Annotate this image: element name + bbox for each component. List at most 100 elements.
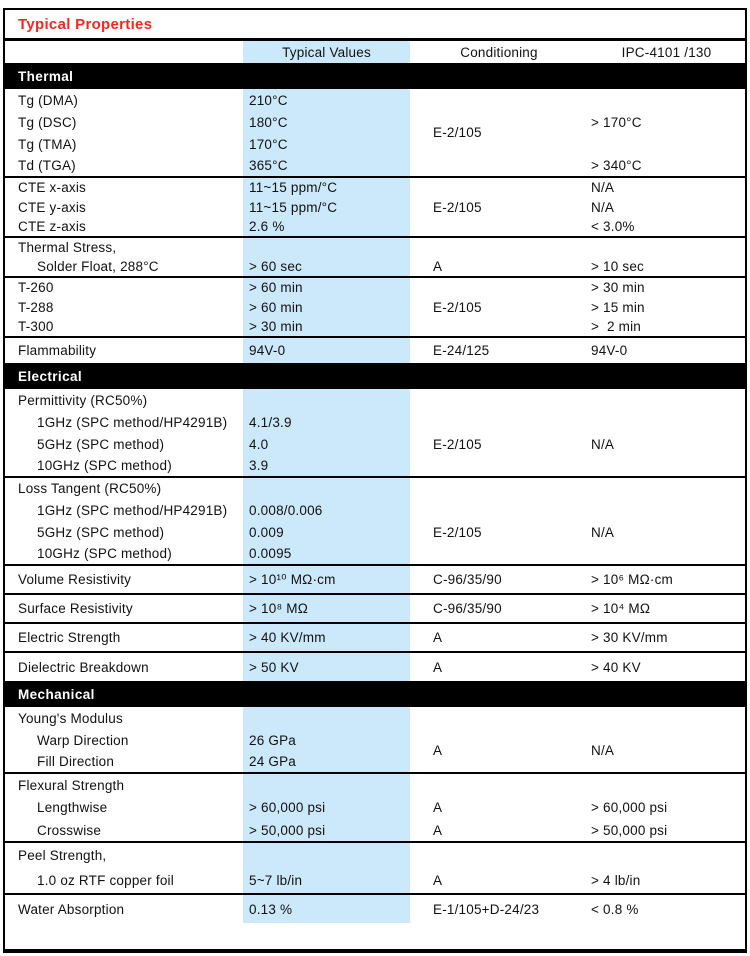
property-group: Young's Modulus Warp Direction 26 GPa A N/A F… (5, 707, 745, 773)
property-cell: T-260 (18, 280, 54, 295)
table-row: T-260 > 60 min E-2/105 > 30 min (5, 277, 745, 315)
typical-value-cell: > 60 min (243, 277, 410, 297)
header-ipc-4101: IPC-4101 /130 (621, 44, 712, 60)
conditioning-cell (410, 543, 588, 565)
property-cell: Electric Strength (18, 630, 121, 645)
table-row: Thermal Stress, (5, 237, 745, 257)
section-header-row: Mechanical (5, 681, 745, 707)
table-row: 5GHz (SPC method) 0.009 E-2/105 N/A (5, 521, 745, 543)
section-header-thermal: Thermal (5, 63, 745, 89)
table-row: Water Absorption 0.13 % E-1/105+D-24/23 < 0… (5, 894, 745, 923)
conditioning-cell: A (433, 630, 443, 645)
ipc-cell (588, 477, 745, 499)
property-cell: CTE z-axis (18, 219, 87, 234)
section-header-electrical: Electrical (5, 363, 745, 389)
table-row: Crosswise > 50,000 psi A > 50,000 psi (5, 819, 745, 842)
header-property (5, 41, 243, 63)
conditioning-cell: A (433, 743, 443, 758)
typical-value-cell: 170°C (243, 133, 410, 155)
typical-value-cell: 3.9 (243, 455, 410, 477)
property-group: CTE x-axis 11~15 ppm/°C E-2/105 N/A CTE y-ax… (5, 177, 745, 237)
property-cell: Permittivity (RC50%) (18, 392, 148, 408)
typical-value-cell: 24 GPa (243, 751, 410, 773)
typical-value-cell: > 50,000 psi (243, 819, 410, 842)
conditioning-cell: A (433, 822, 443, 838)
table-row: Td (TGA) 365°C > 340°C (5, 155, 745, 177)
table-row: T-288 > 60 min > 15 min (5, 297, 745, 317)
property-cell: Loss Tangent (RC50%) (18, 481, 162, 496)
conditioning-cell: E-2/105 (433, 125, 482, 140)
table-row: Volume Resistivity > 10¹⁰ MΩ·cm C-96/35/90… (5, 565, 745, 594)
property-cell: Lengthwise (37, 800, 108, 815)
title-row: Typical Properties (5, 10, 745, 41)
ipc-cell: > 30 KV/mm (591, 630, 668, 645)
ipc-cell (588, 237, 745, 257)
ipc-cell: N/A (591, 524, 615, 540)
ipc-cell (588, 455, 745, 477)
typical-value-cell: > 60 min (243, 297, 410, 317)
typical-value-cell: 5~7 lb/in (243, 868, 410, 894)
table-row: Peel Strength, (5, 842, 745, 868)
typical-value-cell: 0.0095 (243, 543, 410, 565)
typical-value-cell: 94V-0 (243, 337, 410, 363)
ipc-cell: > 2 min (591, 319, 641, 334)
page-title: Typical Properties (18, 15, 153, 33)
ipc-cell: > 4 lb/in (591, 873, 641, 888)
property-cell: Water Absorption (18, 901, 125, 917)
table-row: Flammability 94V-0 E-24/125 94V-0 (5, 337, 745, 363)
typical-value-cell: 11~15 ppm/°C (243, 197, 410, 217)
property-cell: 10GHz (SPC method) (37, 458, 172, 473)
properties-sheet: Typical Properties Typical Values Condit… (3, 8, 747, 953)
typical-value-cell: 210°C (243, 89, 410, 111)
table-head: Typical Values Conditioning IPC-4101 /13… (5, 41, 745, 63)
conditioning-cell (410, 842, 588, 868)
property-cell: Dielectric Breakdown (18, 659, 149, 675)
ipc-cell: N/A (591, 436, 615, 452)
typical-value-cell: > 40 KV/mm (243, 623, 410, 652)
ipc-cell (588, 842, 745, 868)
property-cell: Solder Float, 288°C (37, 259, 159, 274)
ipc-cell: > 170°C (591, 114, 642, 130)
property-cell: 1GHz (SPC method/HP4291B) (37, 414, 228, 430)
table-row: Loss Tangent (RC50%) (5, 477, 745, 499)
table-row: Fill Direction 24 GPa (5, 751, 745, 773)
ipc-cell (588, 499, 745, 521)
property-cell: 5GHz (SPC method) (37, 436, 165, 452)
property-cell: 1GHz (SPC method/HP4291B) (37, 502, 228, 518)
header-conditioning: Conditioning (460, 44, 538, 60)
table-header-row: Typical Values Conditioning IPC-4101 /13… (5, 41, 745, 63)
ipc-cell: > 30 min (591, 280, 645, 295)
table-row: Warp Direction 26 GPa A N/A (5, 729, 745, 758)
conditioning-cell (410, 411, 588, 433)
property-group: Electric Strength > 40 KV/mm A > 30 KV/mm (5, 623, 745, 652)
ipc-cell: < 0.8 % (591, 901, 639, 917)
conditioning-cell (410, 455, 588, 477)
conditioning-cell (410, 477, 588, 499)
ipc-cell (588, 773, 745, 796)
conditioning-cell: A (433, 873, 443, 888)
table-row: Young's Modulus (5, 707, 745, 729)
conditioning-cell (410, 499, 588, 521)
conditioning-cell: C-96/35/90 (433, 601, 502, 616)
typical-value-cell: > 60 sec (243, 257, 410, 277)
table-row: T-300 > 30 min > 2 min (5, 317, 745, 337)
property-group: Thermal Stress, Solder Float, 288°C > 60 s… (5, 237, 745, 277)
ipc-cell: > 10⁴ MΩ (591, 601, 651, 616)
table-row: 5GHz (SPC method) 4.0 E-2/105 N/A (5, 433, 745, 455)
property-cell: Crosswise (37, 822, 102, 838)
property-cell: Fill Direction (37, 754, 115, 769)
conditioning-cell: C-96/35/90 (433, 572, 502, 587)
property-cell: T-300 (18, 319, 54, 334)
table-row: Flexural Strength (5, 773, 745, 796)
property-cell: Warp Direction (37, 732, 129, 748)
ipc-cell: > 60,000 psi (591, 800, 668, 815)
table-row: Electric Strength > 40 KV/mm A > 30 KV/mm (5, 623, 745, 652)
ipc-cell (588, 389, 745, 411)
conditioning-cell (410, 707, 588, 729)
typical-value-cell: 11~15 ppm/°C (243, 177, 410, 197)
property-cell: 5GHz (SPC method) (37, 524, 165, 540)
header-typical-values: Typical Values (243, 41, 410, 63)
ipc-cell: > 40 KV (591, 659, 641, 675)
ipc-cell: > 50,000 psi (591, 822, 668, 838)
